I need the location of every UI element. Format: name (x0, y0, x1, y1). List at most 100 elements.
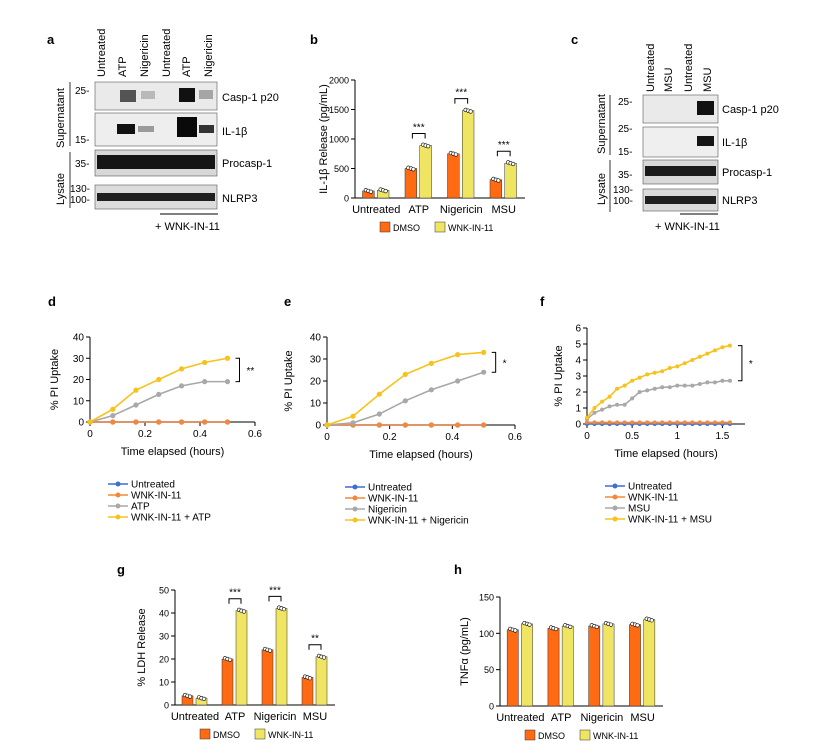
data-point (178, 366, 185, 372)
y-axis-label: % LDH Release (136, 608, 148, 686)
replicate-point (267, 648, 273, 653)
legend-marker (115, 492, 121, 498)
replicate-point (635, 623, 640, 628)
data-point (660, 420, 665, 425)
y-tick-label: 20 (310, 377, 322, 388)
legend-label: WNK-IN-11 (448, 223, 493, 233)
data-point (682, 420, 687, 425)
y-tick-label: 30 (310, 355, 322, 366)
lane-label: Untreated (683, 44, 695, 92)
legend-swatch (199, 728, 211, 740)
replicate-point (553, 626, 559, 632)
panel-letter-b: b (310, 32, 318, 47)
data-point (585, 415, 589, 420)
data-point (675, 383, 680, 388)
legend-label: WNK-IN-11 (268, 730, 313, 740)
data-point (224, 379, 231, 385)
significance-bracket (491, 351, 497, 373)
legend-swatch (434, 221, 446, 233)
data-point (697, 420, 702, 425)
panel-letter-f: f (540, 294, 545, 309)
significance-bracket (235, 357, 240, 383)
significance-label: *** (413, 122, 425, 133)
data-point (202, 419, 208, 425)
legend-marker (612, 505, 618, 511)
replicate-point (649, 618, 654, 623)
significance-bracket (268, 595, 282, 602)
x-tick-label: 0.2 (383, 432, 397, 443)
y-axis-label: TNFα (pg/mL) (459, 617, 471, 686)
data-point (652, 386, 657, 391)
x-axis-label: Time elapsed (hours) (614, 448, 718, 460)
group-label-supernatant: Supernatant (596, 94, 608, 154)
y-tick-label: 4 (575, 356, 581, 367)
data-point (585, 420, 589, 425)
mw-marker: 25- (618, 124, 632, 135)
group-label-lysate: Lysate (55, 173, 67, 205)
data-point (455, 422, 461, 428)
data-point (630, 396, 635, 401)
data-point (178, 419, 185, 425)
legend-label: WNK-IN-11 + MSU (628, 515, 712, 526)
data-point (402, 422, 408, 428)
data-point (156, 419, 162, 425)
data-point (720, 420, 725, 425)
significance-label: * (503, 358, 507, 369)
x-tick-label: 0 (87, 429, 93, 440)
x-tick-label: Untreated (352, 204, 400, 216)
legend-marker (352, 517, 358, 523)
data-point (110, 406, 116, 412)
lane-label: Untreated (96, 29, 108, 77)
data-point (224, 355, 231, 361)
significance-bracket (496, 150, 511, 157)
significance-bracket (228, 598, 242, 604)
data-point (133, 387, 139, 393)
bar (261, 649, 274, 706)
data-point (592, 406, 597, 410)
data-point (202, 379, 208, 385)
y-tick-label: 50 (159, 586, 169, 596)
x-tick-label: ATP (551, 712, 572, 724)
legend-marker (352, 495, 358, 501)
x-tick-label: 0.6 (248, 429, 262, 440)
data-point (622, 420, 627, 425)
mw-marker: 35- (75, 159, 89, 170)
blot-row-label: Casp-1 p20 (222, 92, 279, 104)
data-point (712, 420, 717, 425)
data-point (600, 407, 605, 412)
data-point (727, 343, 732, 348)
legend-marker (115, 481, 121, 487)
bar (462, 110, 475, 199)
x-tick-label: 1 (675, 431, 681, 442)
legend-swatch (379, 221, 391, 233)
replicate-point (468, 109, 473, 114)
data-point (630, 420, 635, 425)
x-tick-label: 0.5 (625, 431, 639, 442)
data-point (110, 419, 116, 425)
data-point (402, 371, 408, 377)
legend-swatch (524, 729, 536, 741)
data-point (720, 378, 725, 383)
legend-label: DMSO (213, 730, 240, 740)
mw-marker: 100- (613, 196, 633, 207)
y-tick-label: 50 (484, 665, 494, 675)
blot-row-label: IL-1β (722, 137, 747, 149)
y-tick-label: 20 (159, 655, 169, 665)
bar (221, 658, 234, 706)
data-point (133, 402, 139, 408)
legend-swatch (579, 729, 591, 741)
y-tick-label: 0 (78, 418, 84, 429)
data-point (622, 402, 627, 407)
legend-marker (612, 494, 618, 500)
data-point (376, 391, 382, 397)
lane-label: Untreated (161, 29, 173, 77)
data-point (660, 369, 665, 374)
lane-label: Nigericin (139, 34, 151, 77)
data-point (402, 398, 408, 404)
data-point (592, 410, 597, 415)
legend-label: ATP (131, 502, 150, 513)
data-point (481, 422, 487, 428)
data-point (720, 345, 725, 350)
legend-marker (115, 514, 121, 520)
y-tick-label: 5 (575, 340, 581, 351)
